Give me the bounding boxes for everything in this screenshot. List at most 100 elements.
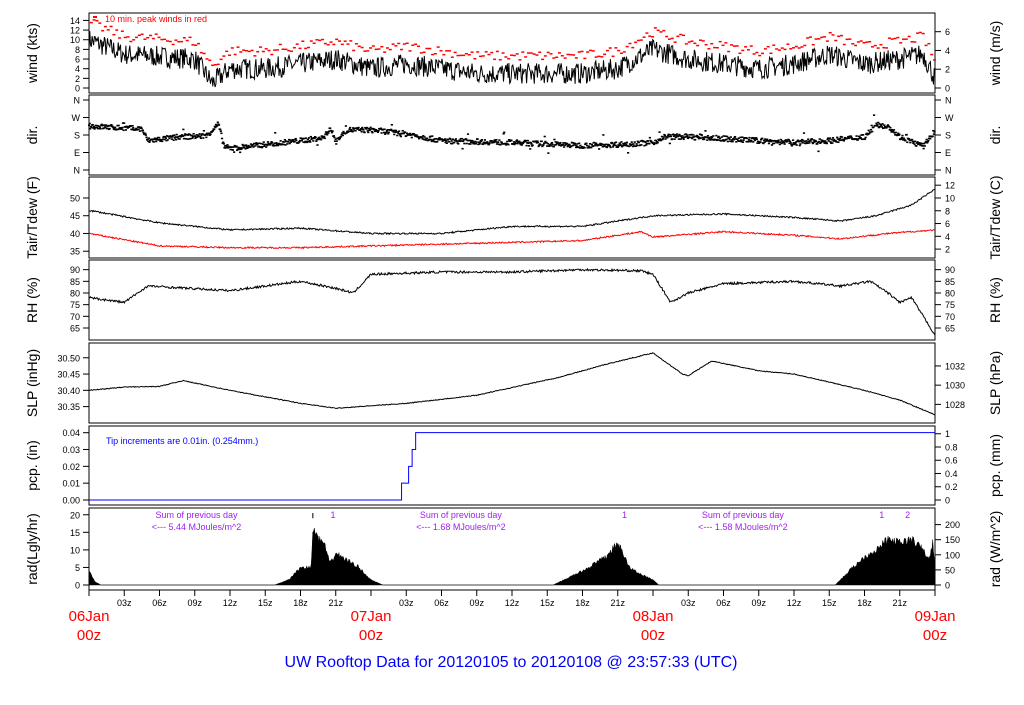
peak-wind-dot [907,35,911,38]
dir-point [249,143,253,145]
y-axis-label-right: Tair/Tdew (C) [987,175,1003,259]
dir-point [750,139,753,142]
dir-point [480,140,483,143]
dir-point [653,143,656,146]
dir-point [723,139,726,141]
dir-point [890,131,893,133]
dir-point [790,144,793,147]
peak-wind-dot [741,49,745,52]
dir-point [491,140,494,143]
dir-point [501,143,505,145]
dir-point [720,136,723,138]
y-right-tick-label: 1032 [945,361,965,371]
x-axis: 03z 06z 09z 12z 15z 18z 21z 03z 06z 09z 12z 15z 18z 2… [69,590,955,644]
dir-point [243,146,246,148]
peak-wind-dot [667,38,671,40]
dir-point [706,135,709,137]
plot-frame [88,176,936,259]
dir-point [219,130,222,132]
y-right-tick-label: 65 [945,324,955,334]
dir-point [396,134,399,137]
dir-point [195,134,198,136]
dir-point [484,142,487,145]
peak-wind-dot [493,58,497,61]
dir-point [617,144,621,147]
series-tdew [88,228,936,250]
dir-point [819,142,822,145]
dir-point [616,146,619,148]
dir-point [103,124,106,126]
peak-wind-dot [476,51,480,53]
dir-point [769,139,772,142]
dir-point [459,137,462,140]
dir-point [747,141,750,143]
peak-wind-dot [865,41,869,43]
dir-point [260,146,264,149]
dir-point [115,128,118,131]
dir-point [550,142,553,145]
dir-point [196,135,199,138]
dir-point [309,141,312,143]
y-axis-label: SLP (inHg) [24,349,40,417]
peak-wind-dot [913,41,917,43]
peak-wind-dot [831,34,835,36]
series-slp [88,352,936,416]
dir-point [294,137,297,140]
dir-point [726,135,729,138]
dir-point [153,137,157,140]
peak-wind-dot [628,42,632,45]
peak-wind-dot [377,48,381,50]
dir-point [220,137,224,140]
dir-point [543,142,546,145]
dir-point [835,141,838,143]
peak-wind-dot [425,47,429,50]
dir-point [408,133,411,136]
peak-wind-dot [470,51,474,53]
peak-wind-dot [380,45,384,48]
dir-point [607,145,610,147]
dir-point [251,145,254,147]
peak-wind-dot [394,45,398,47]
dir-point [639,144,642,146]
peak-wind-dot [634,41,638,44]
peak-wind-dot [721,44,725,47]
dir-point [864,136,867,139]
dir-point [130,128,134,131]
dir-point [788,140,792,143]
dir-point [88,124,91,127]
dir-point [363,131,366,134]
dir-point [477,141,480,144]
dir-point [624,142,627,144]
dir-point [104,124,108,126]
dir-point [794,142,797,145]
dir-point [155,140,158,143]
dir-point [112,126,115,129]
dir-point [417,137,421,140]
dir-point [252,146,255,148]
dir-point [669,134,672,136]
dir-point [551,143,554,146]
y-tick-label: 15 [70,528,80,538]
dir-point [421,138,424,140]
dir-point [779,141,782,143]
y-tick-label: 65 [70,324,80,334]
y-axis-label-right: SLP (hPa) [987,351,1003,415]
dir-point [233,144,236,147]
dir-point [277,142,280,145]
dir-point [593,144,596,147]
dir-point [546,145,549,147]
dir-point [488,142,491,144]
peak-wind-dot [648,35,652,37]
dir-point [283,139,286,141]
dir-point [598,148,601,150]
dir-point [805,140,808,142]
dir-point [692,134,695,136]
dir-point [824,142,827,145]
dir-point [179,135,182,137]
dir-point [857,137,860,140]
dir-point [208,132,211,135]
dir-point [529,141,532,144]
dir-point [291,138,294,141]
x-day-label: 08Jan [633,608,674,625]
dir-point [216,121,219,124]
